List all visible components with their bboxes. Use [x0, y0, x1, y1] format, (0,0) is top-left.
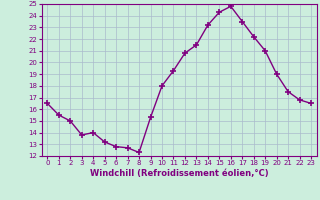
X-axis label: Windchill (Refroidissement éolien,°C): Windchill (Refroidissement éolien,°C): [90, 169, 268, 178]
